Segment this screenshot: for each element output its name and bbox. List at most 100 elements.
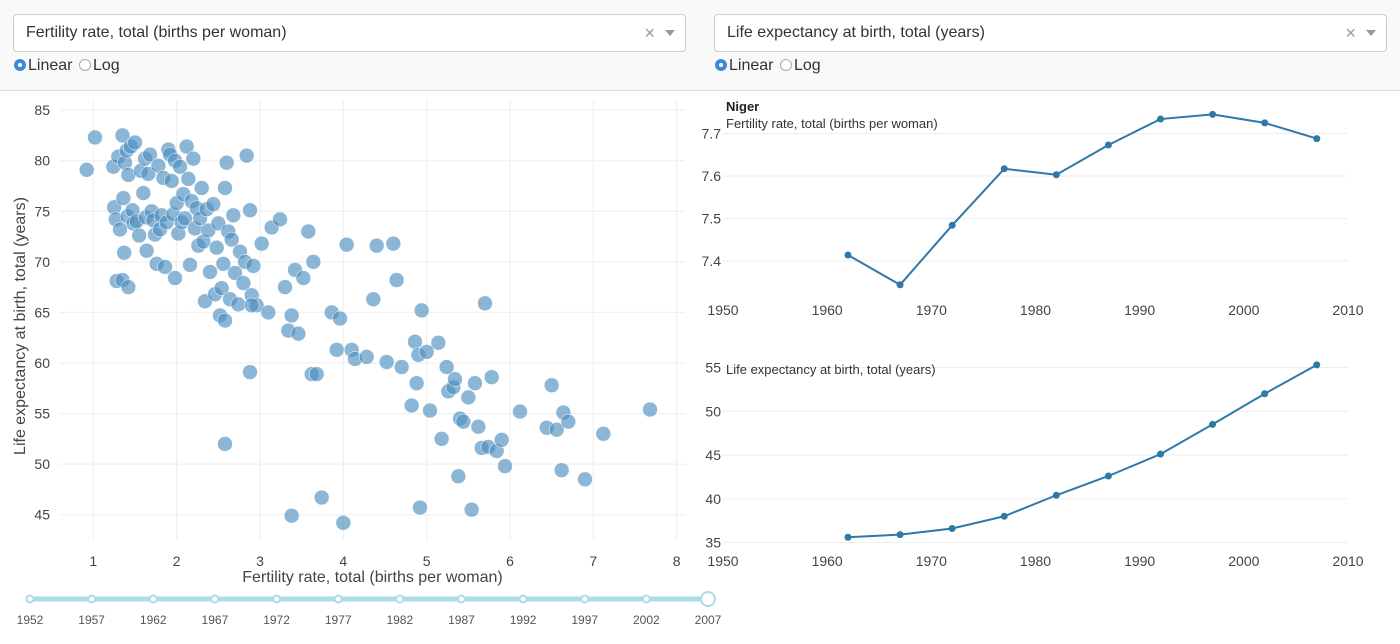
slider-mark-label: 1987	[448, 613, 475, 627]
scatter-point	[300, 223, 317, 240]
scatter-point	[218, 154, 235, 171]
radio-log[interactable]: Log	[779, 57, 821, 75]
x-tick-label: 1950	[707, 302, 738, 318]
scatter-point	[403, 397, 420, 414]
clear-icon[interactable]: ×	[644, 23, 655, 43]
scatter-point	[283, 507, 300, 524]
scatter-point	[408, 375, 425, 391]
scatter-point	[283, 307, 300, 324]
y-tick-label: 80	[34, 153, 50, 169]
slider-dot	[333, 594, 343, 604]
scatter-point	[430, 335, 447, 351]
scatter-point	[385, 235, 402, 252]
series-point	[1157, 450, 1164, 458]
chevron-down-icon[interactable]	[665, 30, 675, 36]
slider-mark-label: 1952	[17, 613, 44, 627]
slider-mark-label: 1982	[386, 613, 413, 627]
scatter-point	[463, 501, 480, 518]
series-point	[1157, 115, 1164, 123]
series-point	[1052, 491, 1060, 499]
clear-icon[interactable]: ×	[1345, 23, 1356, 43]
slider-dot	[210, 594, 220, 604]
slider-dot	[272, 594, 282, 604]
series-point	[1261, 390, 1269, 398]
scatter-point	[467, 375, 483, 391]
scatter-point	[447, 371, 463, 387]
scatter-point	[418, 344, 435, 360]
radio-dot-icon[interactable]	[779, 59, 792, 71]
series-point	[1000, 165, 1008, 173]
radio-dot-icon[interactable]	[715, 59, 727, 71]
chart-title: Niger	[726, 99, 759, 114]
x-tick-label: 4	[339, 553, 347, 569]
radio-linear[interactable]: Linear	[715, 57, 773, 75]
slider-dot	[641, 594, 651, 604]
y-axis-indicator-dropdown[interactable]: Life expectancy at birth, total (years) …	[714, 14, 1387, 52]
radio-linear[interactable]: Linear	[14, 57, 72, 75]
scatter-point	[127, 134, 143, 151]
x-tick-label: 1980	[1020, 302, 1051, 318]
y-axis-label: Life expectancy at birth, total (years)	[12, 197, 29, 455]
x-tick-label: 1980	[1020, 553, 1051, 569]
y-tick-label: 55	[705, 360, 721, 376]
slider-dot	[518, 594, 528, 604]
radio-log[interactable]: Log	[78, 57, 120, 75]
y-tick-label: 40	[705, 491, 721, 507]
scatter-point	[112, 221, 128, 238]
series-line	[847, 113, 1318, 287]
scatter-point	[413, 302, 430, 319]
scatter-point	[115, 190, 132, 206]
y-tick-label: 45	[34, 507, 50, 523]
slider-mark-label: 1977	[325, 613, 352, 627]
scatter-point	[332, 310, 348, 327]
year-slider[interactable]: 1952 1957 1962 1967 1972 1977 1982 1987 1992 1997…	[17, 591, 722, 627]
scatter-point	[543, 377, 560, 393]
x-axis-indicator-dropdown[interactable]: Fertility rate, total (births per woman)…	[13, 14, 686, 52]
series-line	[847, 364, 1318, 539]
scatter-point	[215, 256, 232, 272]
x-tick-label: 2010	[1332, 302, 1363, 318]
dropdown-value: Fertility rate, total (births per woman)	[26, 24, 287, 41]
scatter-point	[138, 242, 155, 259]
scatter-point	[243, 297, 260, 314]
scatter-point	[260, 304, 277, 321]
scatter-point	[328, 342, 345, 358]
x-tick-label: 1960	[812, 553, 843, 569]
y-tick-label: 55	[34, 406, 50, 422]
scatter-point	[225, 207, 242, 224]
slider-dot	[25, 594, 35, 604]
scatter-point	[393, 359, 410, 375]
scatter-point	[338, 236, 355, 253]
y-tick-label: 50	[34, 456, 50, 472]
slider-mark-label: 1962	[140, 613, 167, 627]
series-point	[1209, 420, 1217, 428]
fertility-timeseries-chart: 7.4 7.5 7.6 7.7 1950 1960 1970 1980 1990 2000 2010…	[702, 99, 1364, 318]
scatter-point	[223, 231, 240, 248]
y-axis-scale-radio-group: Linear Log	[715, 57, 823, 75]
chevron-down-icon[interactable]	[1366, 30, 1376, 36]
scatter-point	[193, 180, 210, 196]
scatter-point	[378, 354, 395, 370]
series-point	[896, 281, 904, 289]
scatter-point	[483, 369, 500, 385]
radio-dot-icon[interactable]	[14, 59, 26, 71]
radio-dot-icon[interactable]	[78, 59, 91, 71]
scatter-point	[114, 127, 131, 144]
scatter-point	[116, 244, 132, 261]
scatter-point	[365, 291, 382, 308]
scatter-point	[167, 270, 183, 286]
scatter-point	[407, 333, 423, 350]
slider-mark-label: 2002	[633, 613, 660, 627]
y-tick-label: 75	[34, 203, 50, 219]
series-point	[844, 533, 852, 541]
scatter-point	[470, 418, 487, 435]
scatter-point	[477, 295, 493, 312]
scatter-point	[87, 129, 103, 146]
scatter-point	[142, 146, 158, 163]
scatter-point	[217, 436, 233, 452]
series-point	[1104, 472, 1112, 480]
scatter-point	[213, 280, 230, 296]
scatter-point	[358, 349, 375, 365]
scatter-point	[560, 413, 577, 430]
